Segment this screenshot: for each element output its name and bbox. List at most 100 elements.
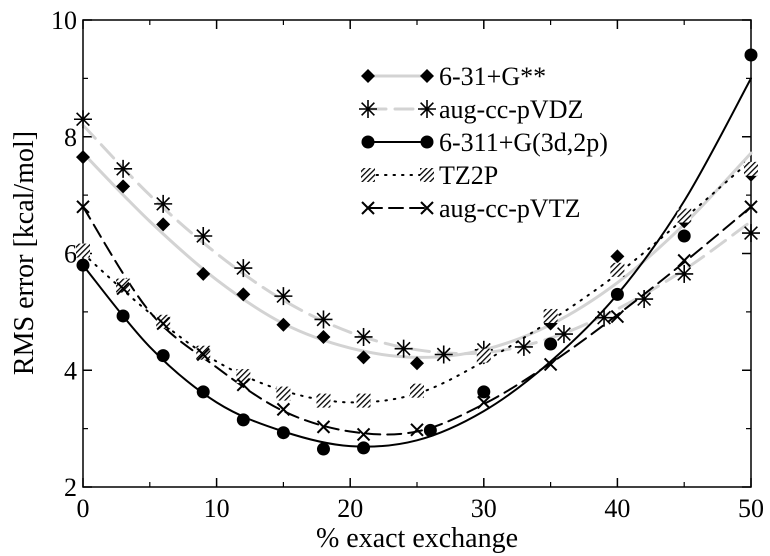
data-point-aug-cc-pvdz	[394, 339, 413, 358]
series-line-6-31-g	[81, 151, 753, 359]
data-point-6-311-g-3d-2p	[357, 441, 371, 455]
data-point-6-311-g-3d-2p	[156, 349, 170, 363]
legend-label: TZ2P	[439, 161, 498, 190]
data-point-6-311-g-3d-2p	[76, 258, 90, 272]
data-point-tz2p	[276, 386, 291, 401]
x-tick-label: 30	[471, 494, 497, 523]
data-point-aug-cc-pvdz	[154, 194, 173, 213]
data-point-aug-cc-pvdz	[314, 310, 333, 329]
x-tick-label: 40	[604, 494, 630, 523]
data-point-aug-cc-pvdz	[274, 287, 293, 306]
y-tick-label: 8	[64, 123, 77, 152]
data-point-6-311-g-3d-2p	[196, 385, 210, 399]
data-point-aug-cc-pvtz	[356, 427, 371, 442]
x-tick-label: 20	[337, 494, 363, 523]
data-point-6-311-g-3d-2p	[677, 229, 691, 243]
data-point-6-31-g	[76, 150, 90, 165]
data-point-aug-cc-pvtz	[316, 420, 331, 434]
y-axis-title: RMS error [kcal/mol]	[9, 131, 40, 375]
series-line-aug-cc-pvdz	[81, 123, 753, 356]
data-point-aug-cc-pvtz	[744, 200, 758, 214]
x-tick-label: 10	[204, 494, 230, 523]
data-point-aug-cc-pvtz	[477, 395, 491, 410]
data-point-6-311-g-3d-2p	[316, 442, 330, 456]
data-point-6-31-g	[196, 266, 211, 281]
y-tick-label: 4	[64, 356, 77, 385]
data-point-tz2p	[196, 345, 211, 360]
data-point-aug-cc-pvdz	[554, 325, 573, 344]
data-point-tz2p	[744, 161, 758, 176]
data-point-aug-cc-pvtz	[116, 281, 130, 296]
data-point-tz2p	[236, 369, 251, 384]
legend-item-6-311-g-3d-2p: 6-311+G(3d,2p)	[361, 128, 608, 157]
data-point-aug-cc-pvdz	[514, 337, 533, 356]
legend-item-6-31-g: 6-31+G**	[361, 62, 546, 91]
x-tick-label: 0	[77, 494, 90, 523]
legend-marker	[359, 100, 377, 118]
data-point-aug-cc-pvdz	[114, 159, 133, 178]
data-point-6-311-g-3d-2p	[236, 413, 250, 427]
legend-item-tz2p: TZ2P	[361, 161, 498, 190]
legend-marker	[420, 135, 434, 149]
x-tick-label: 50	[738, 494, 764, 523]
data-point-aug-cc-pvdz	[595, 308, 614, 327]
series-line-aug-cc-pvtz	[82, 205, 752, 436]
data-point-tz2p	[543, 308, 558, 323]
data-point-6-31-g	[236, 287, 251, 302]
data-point-6-311-g-3d-2p	[276, 426, 290, 440]
y-tick-label: 10	[51, 6, 77, 35]
data-point-aug-cc-pvtz	[76, 200, 90, 214]
data-point-6-311-g-3d-2p	[544, 337, 558, 351]
legend-label: 6-311+G(3d,2p)	[439, 128, 608, 157]
data-point-6-31-g	[356, 350, 371, 365]
data-point-aug-cc-pvdz	[742, 224, 760, 243]
legend-marker	[420, 201, 434, 215]
data-point-tz2p	[677, 208, 692, 223]
data-point-6-311-g-3d-2p	[477, 385, 491, 399]
data-point-6-311-g-3d-2p	[116, 309, 130, 323]
data-point-6-31-g	[116, 179, 131, 194]
axis-ticks: 0 10 20 30 40 50 2 4 6 8 10	[51, 6, 764, 523]
legend-marker	[420, 69, 434, 83]
data-point-aug-cc-pvdz	[434, 345, 453, 364]
data-point-aug-cc-pvdz	[234, 259, 253, 278]
data-point-6-31-g	[156, 217, 171, 232]
data-point-tz2p	[356, 393, 371, 408]
data-point-aug-cc-pvdz	[635, 290, 654, 309]
series-line-6-311-g-3d-2p	[82, 77, 752, 448]
data-point-6-311-g-3d-2p	[744, 48, 758, 62]
data-point-aug-cc-pvdz	[675, 264, 694, 283]
data-point-6-31-g	[410, 356, 424, 371]
data-point-tz2p	[156, 314, 171, 329]
legend-marker	[361, 135, 375, 149]
x-axis-title: % exact exchange	[316, 523, 518, 554]
data-point-aug-cc-pvtz	[677, 253, 691, 268]
data-point-aug-cc-pvtz	[196, 347, 210, 362]
data-point-6-31-g	[610, 249, 625, 264]
data-point-aug-cc-pvdz	[74, 110, 92, 129]
data-point-aug-cc-pvtz	[610, 309, 625, 324]
data-point-6-311-g-3d-2p	[423, 423, 437, 437]
legend-marker	[361, 168, 375, 182]
data-point-aug-cc-pvtz	[276, 402, 291, 417]
data-point-aug-cc-pvtz	[543, 357, 558, 372]
data-point-aug-cc-pvdz	[194, 226, 213, 245]
series-markers	[74, 48, 760, 456]
data-point-tz2p	[476, 348, 491, 363]
data-point-aug-cc-pvtz	[236, 378, 251, 392]
y-tick-label: 2	[64, 473, 77, 502]
data-point-tz2p	[116, 278, 131, 293]
data-point-tz2p	[410, 383, 424, 398]
data-point-6-31-g	[276, 317, 291, 332]
y-tick-label: 6	[64, 240, 77, 269]
legend-marker	[361, 69, 375, 83]
legend-label: aug-cc-pVDZ	[439, 95, 583, 124]
data-point-tz2p	[316, 393, 331, 408]
data-point-aug-cc-pvtz	[156, 316, 170, 331]
legend-item-aug-cc-pvtz: aug-cc-pVTZ	[361, 194, 580, 223]
legend-label: aug-cc-pVTZ	[439, 194, 580, 223]
legend-marker	[418, 100, 436, 118]
data-point-aug-cc-pvdz	[354, 327, 373, 346]
legend: 6-31+G** aug-cc-pVDZ 6-311+G(3d,2p) TZ2P aug…	[359, 62, 608, 223]
